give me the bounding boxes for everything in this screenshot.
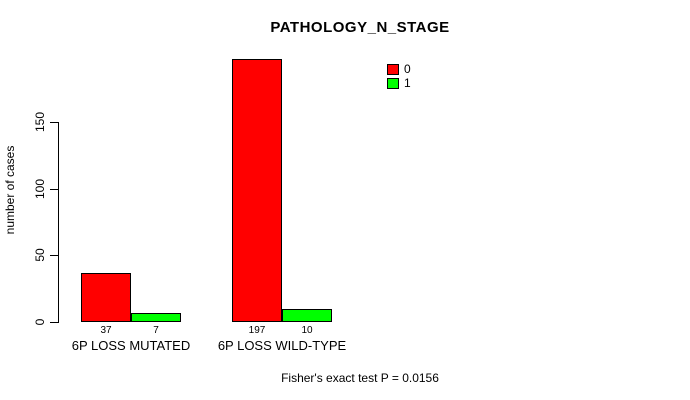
y-tick-label: 100 <box>33 178 47 200</box>
y-axis-label: number of cases <box>3 145 17 235</box>
y-tick-label: 0 <box>33 318 47 326</box>
x-category-label: 6P LOSS WILD-TYPE <box>217 338 347 353</box>
legend-item: 0 <box>387 62 411 76</box>
y-tick-label: 150 <box>33 111 47 133</box>
legend-swatch-0 <box>387 63 399 75</box>
y-tick-mark <box>50 322 58 323</box>
legend-label: 0 <box>404 62 411 76</box>
chart-title: PATHOLOGY_N_STAGE <box>270 19 450 36</box>
bar-series-0 <box>81 273 131 322</box>
legend-label: 1 <box>404 76 411 90</box>
legend-swatch-1 <box>387 77 399 89</box>
bar-series-1 <box>282 309 332 322</box>
y-tick-mark <box>50 255 58 256</box>
x-category-label: 6P LOSS MUTATED <box>71 338 191 353</box>
bar-series-1 <box>131 313 181 322</box>
y-tick-label: 50 <box>33 248 47 262</box>
bar-value-label: 7 <box>153 325 159 336</box>
bar-value-label: 197 <box>248 325 266 336</box>
footer-stat-text: Fisher's exact test P = 0.0156 <box>281 371 439 385</box>
legend-item: 1 <box>387 76 411 90</box>
y-tick-mark <box>50 122 58 123</box>
bar-value-label: 10 <box>301 325 313 336</box>
bar-series-0 <box>232 59 282 322</box>
bar-value-label: 37 <box>100 325 112 336</box>
y-tick-mark <box>50 189 58 190</box>
y-axis-line <box>58 122 59 323</box>
